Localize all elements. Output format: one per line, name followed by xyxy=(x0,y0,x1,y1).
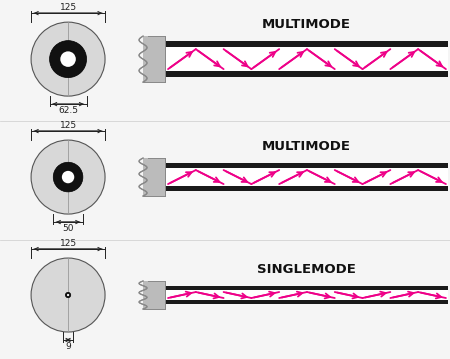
Bar xyxy=(143,158,148,196)
Bar xyxy=(165,286,448,304)
Text: MULTIMODE: MULTIMODE xyxy=(262,140,351,153)
Circle shape xyxy=(53,162,83,192)
Bar xyxy=(165,290,448,300)
Circle shape xyxy=(31,258,105,332)
Circle shape xyxy=(67,294,69,296)
Text: SINGLEMODE: SINGLEMODE xyxy=(257,263,356,276)
Bar xyxy=(143,281,165,309)
Bar xyxy=(165,168,448,186)
Text: 125: 125 xyxy=(59,121,76,130)
Text: MULTIMODE: MULTIMODE xyxy=(262,18,351,31)
Circle shape xyxy=(65,292,71,298)
Circle shape xyxy=(31,140,105,214)
Text: 62.5: 62.5 xyxy=(58,106,78,115)
Text: 125: 125 xyxy=(59,238,76,248)
Bar xyxy=(143,36,148,82)
Circle shape xyxy=(31,22,105,96)
Bar xyxy=(143,36,165,82)
Circle shape xyxy=(62,171,74,183)
Text: 125: 125 xyxy=(59,3,76,11)
Bar xyxy=(165,41,448,77)
Text: 50: 50 xyxy=(62,224,74,233)
Circle shape xyxy=(60,51,76,67)
Bar xyxy=(165,163,448,191)
Bar xyxy=(143,158,165,196)
Bar xyxy=(165,47,448,71)
Bar xyxy=(143,281,148,309)
Text: 9: 9 xyxy=(65,341,71,350)
Circle shape xyxy=(50,41,86,78)
